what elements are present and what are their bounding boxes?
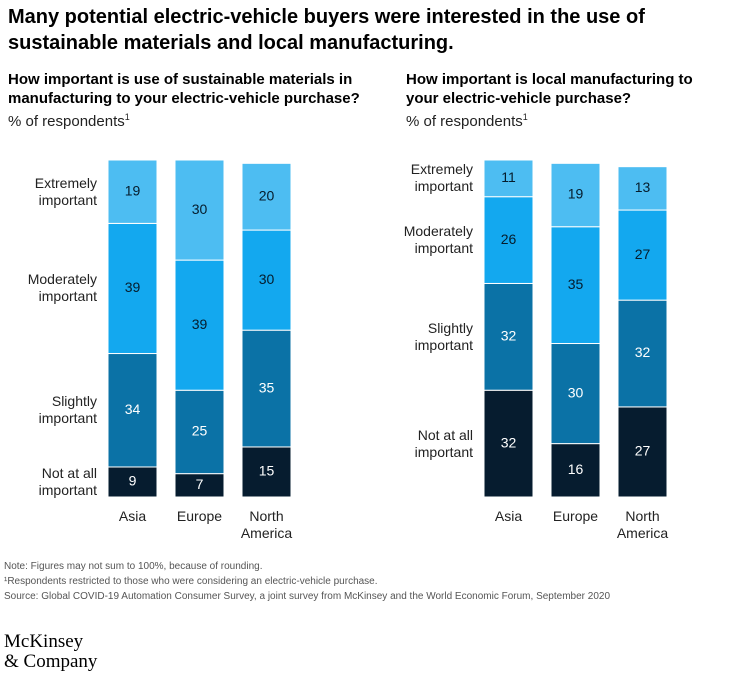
value-label: 35 bbox=[259, 379, 275, 395]
bar-segment bbox=[241, 162, 292, 231]
legend-label: Moderately important bbox=[27, 271, 97, 305]
page-title: Many potential electric-vehicle buyers w… bbox=[8, 6, 645, 54]
footnote: Note: Figures may not sum to 100%, becau… bbox=[4, 561, 263, 572]
bar-segment bbox=[483, 389, 534, 498]
bar-segment bbox=[107, 222, 158, 355]
bar-segment bbox=[241, 229, 292, 331]
bar-segment bbox=[107, 159, 158, 224]
value-label: 25 bbox=[192, 423, 208, 439]
bar-segment bbox=[617, 166, 668, 211]
bar-segment bbox=[174, 259, 225, 391]
legend-label: Slightly important bbox=[414, 319, 473, 353]
value-label: 7 bbox=[196, 476, 204, 492]
value-label: 20 bbox=[259, 187, 275, 203]
value-label: 27 bbox=[635, 443, 651, 459]
bar-segment bbox=[483, 196, 534, 284]
legend-label: Not at all important bbox=[414, 426, 473, 460]
value-label: 11 bbox=[501, 169, 516, 185]
x-tick-label: Asia bbox=[494, 508, 523, 524]
legend-label: Moderately important bbox=[403, 223, 473, 257]
x-tick-label: Europe bbox=[552, 508, 599, 524]
x-tick-label: Asia bbox=[118, 508, 147, 524]
footnote: Source: Global COVID-19 Automation Consu… bbox=[4, 591, 611, 602]
value-label: 39 bbox=[192, 316, 208, 332]
value-label: 32 bbox=[501, 328, 517, 344]
bar-segment bbox=[107, 466, 158, 498]
chart-subtitle: % of respondents1 bbox=[8, 108, 130, 131]
bar-segment bbox=[483, 282, 534, 391]
x-tick-label: North America bbox=[240, 508, 293, 541]
bar-segment bbox=[174, 389, 225, 475]
value-label: 39 bbox=[125, 279, 141, 295]
value-label: 9 bbox=[129, 473, 137, 489]
logo: & Company bbox=[4, 651, 98, 672]
legend-label: Slightly important bbox=[38, 393, 97, 427]
value-label: 30 bbox=[568, 384, 584, 400]
value-label: 30 bbox=[259, 271, 275, 287]
value-label: 19 bbox=[568, 186, 584, 202]
bar-segment bbox=[550, 343, 601, 445]
legend-label: Extremely important bbox=[410, 161, 473, 195]
bar-segment bbox=[107, 353, 158, 468]
logo: McKinsey bbox=[4, 631, 84, 652]
value-label: 16 bbox=[568, 461, 584, 477]
value-label: 34 bbox=[125, 401, 141, 417]
bar-segment bbox=[550, 226, 601, 345]
subtitle-note: 1 bbox=[124, 112, 130, 122]
value-label: 19 bbox=[125, 182, 141, 198]
bar-segment bbox=[617, 209, 668, 301]
value-label: 13 bbox=[635, 179, 651, 195]
bar-segment bbox=[483, 159, 534, 198]
value-label: 32 bbox=[501, 434, 517, 450]
legend-label: Not at all important bbox=[38, 464, 97, 498]
subtitle-text: % of respondents bbox=[406, 113, 523, 130]
x-tick-label: North America bbox=[616, 508, 669, 541]
bar-segment bbox=[550, 162, 601, 228]
value-label: 30 bbox=[192, 201, 208, 217]
value-label: 32 bbox=[635, 344, 651, 360]
x-tick-label: Europe bbox=[176, 508, 223, 524]
bar-segment bbox=[174, 159, 225, 261]
subtitle-text: % of respondents bbox=[8, 113, 125, 130]
subtitle-note: 1 bbox=[522, 112, 528, 122]
bar-segment bbox=[550, 443, 601, 498]
chart-title: How important is use of sustainable mate… bbox=[8, 71, 360, 107]
value-label: 26 bbox=[501, 231, 517, 247]
value-label: 27 bbox=[635, 246, 651, 262]
bar-segment bbox=[241, 329, 292, 448]
chart-subtitle: % of respondents1 bbox=[406, 108, 528, 131]
chart-title: How important is local manufacturing to … bbox=[406, 71, 693, 107]
value-label: 15 bbox=[259, 463, 275, 479]
footnote: ¹Respondents restricted to those who wer… bbox=[4, 576, 378, 587]
value-label: 35 bbox=[568, 276, 584, 292]
legend-label: Extremely important bbox=[34, 174, 97, 208]
bar-segment bbox=[241, 446, 292, 498]
